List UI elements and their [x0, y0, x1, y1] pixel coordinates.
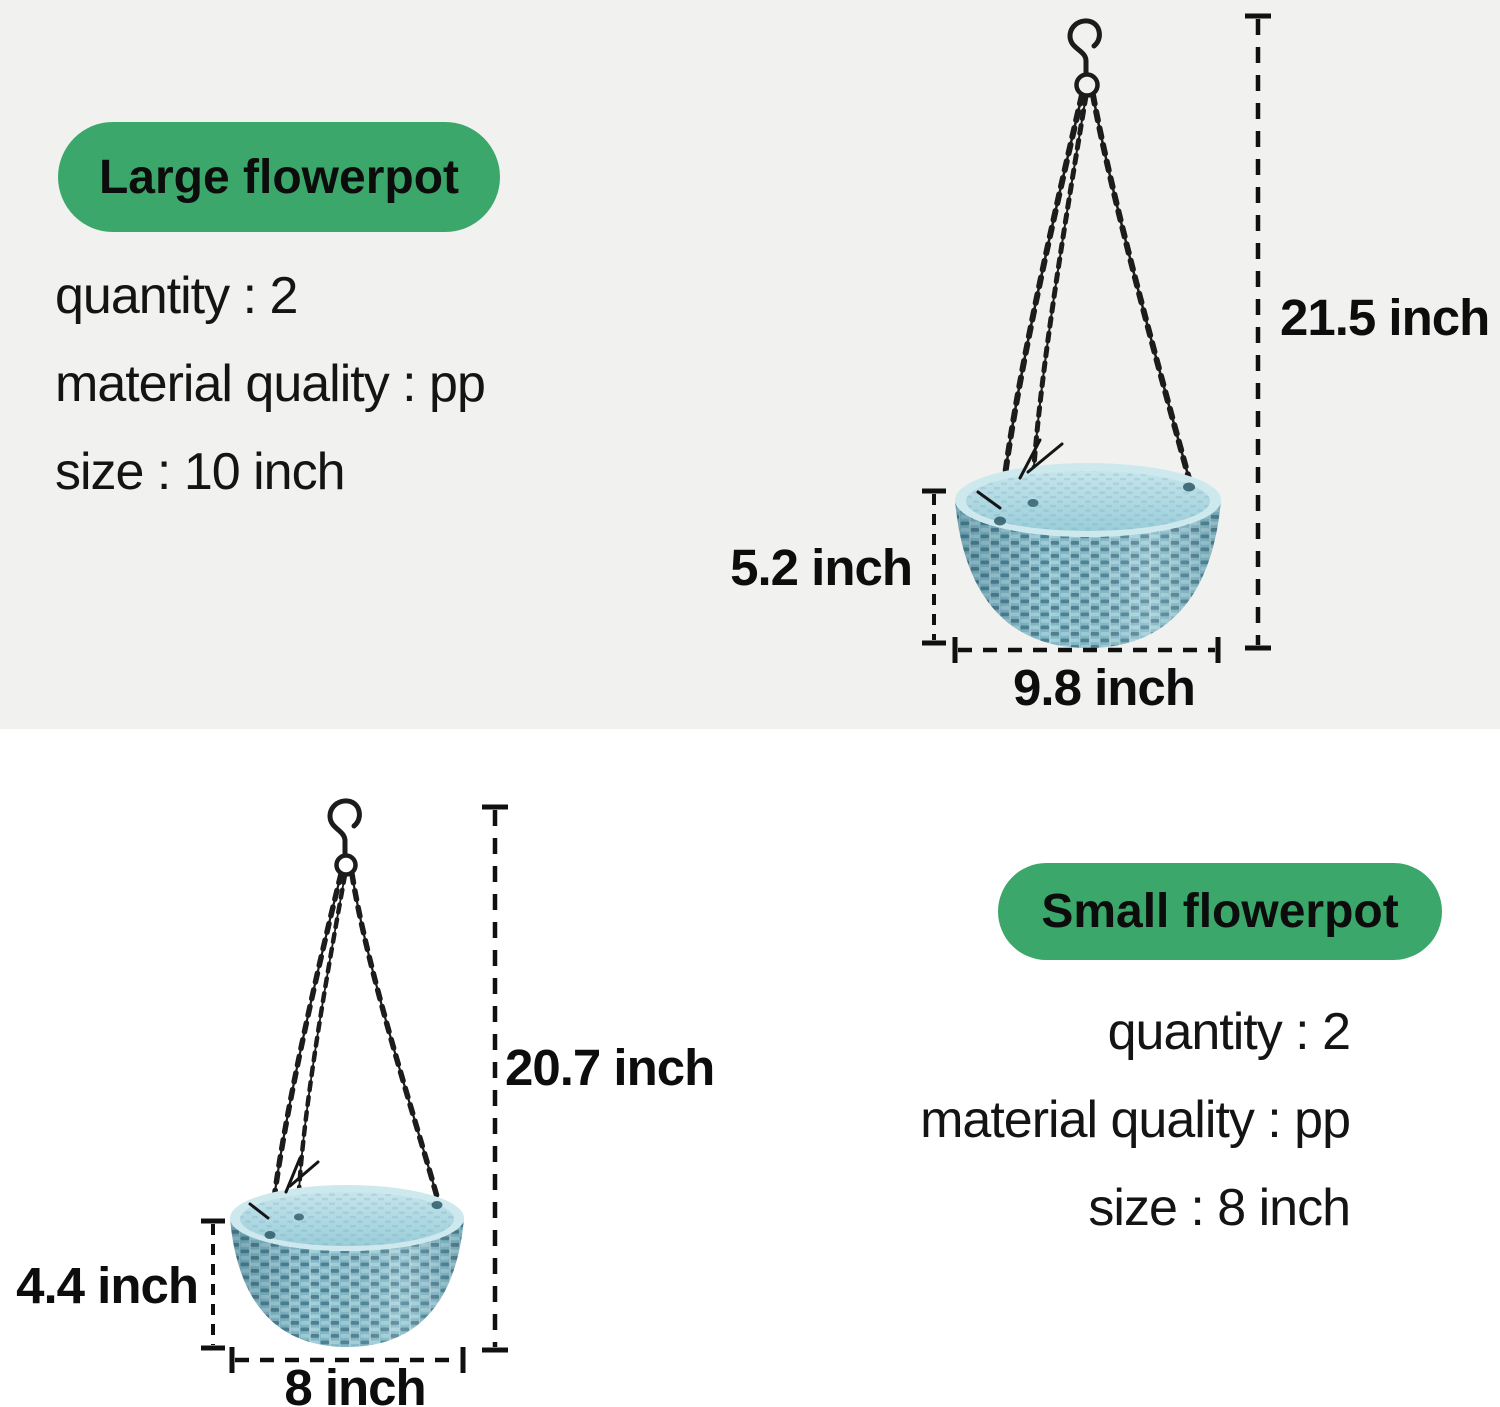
hanging-chains: [997, 92, 1194, 525]
dimension-label-hanging-height-large: 21.5 inch: [1280, 289, 1490, 346]
dimension-line-hanging-height-small: [482, 804, 508, 1353]
small-flowerpot-badge-label: Small flowerpot: [1041, 885, 1399, 938]
large-flowerpot-specs: quantity : 2 material quality : pp size …: [55, 252, 486, 516]
small-flowerpot-badge: Small flowerpot: [998, 863, 1442, 960]
large-flowerpot-badge-label: Large flowerpot: [98, 150, 460, 204]
spec-material: material quality : pp: [55, 355, 486, 413]
large-pot-figure: [922, 13, 1271, 663]
dimension-line-hanging-height-large: [1245, 13, 1271, 651]
dimension-line-pot-diameter-large: [952, 637, 1221, 663]
large-flowerpot-badge: Large flowerpot: [58, 122, 500, 232]
hook-icon: [327, 798, 362, 857]
dimension-label-pot-height-small: 4.4 inch: [16, 1257, 199, 1314]
small-flowerpot-specs: quantity : 2 material quality : pp size …: [750, 988, 1351, 1252]
dimension-label-pot-diameter-large: 9.8 inch: [1013, 659, 1196, 716]
pot-bowl: [230, 1156, 464, 1347]
spec-quantity: quantity : 2: [1107, 1003, 1351, 1061]
small-pot-figure: [201, 798, 508, 1373]
dimension-label-pot-diameter-small: 8 inch: [284, 1359, 426, 1407]
wire-clip-marks: [248, 1156, 320, 1220]
spec-quantity: quantity : 2: [55, 267, 298, 325]
spec-size: size : 10 inch: [55, 443, 345, 501]
top-section-background: [0, 0, 1500, 729]
bottom-section-background: [0, 729, 1500, 1407]
dimension-line-pot-height-small: [201, 1218, 225, 1351]
wire-clip-marks: [976, 438, 1064, 510]
dimension-line-pot-height-large: [922, 488, 946, 646]
dimension-line-pot-diameter-small: [229, 1347, 466, 1373]
spec-size: size : 8 inch: [1088, 1179, 1351, 1237]
spec-material: material quality : pp: [920, 1091, 1351, 1149]
dimension-label-hanging-height-small: 20.7 inch: [505, 1039, 715, 1096]
dimension-label-pot-height-large: 5.2 inch: [730, 539, 913, 596]
pot-bowl: [955, 438, 1221, 648]
hook-icon: [1067, 18, 1102, 77]
